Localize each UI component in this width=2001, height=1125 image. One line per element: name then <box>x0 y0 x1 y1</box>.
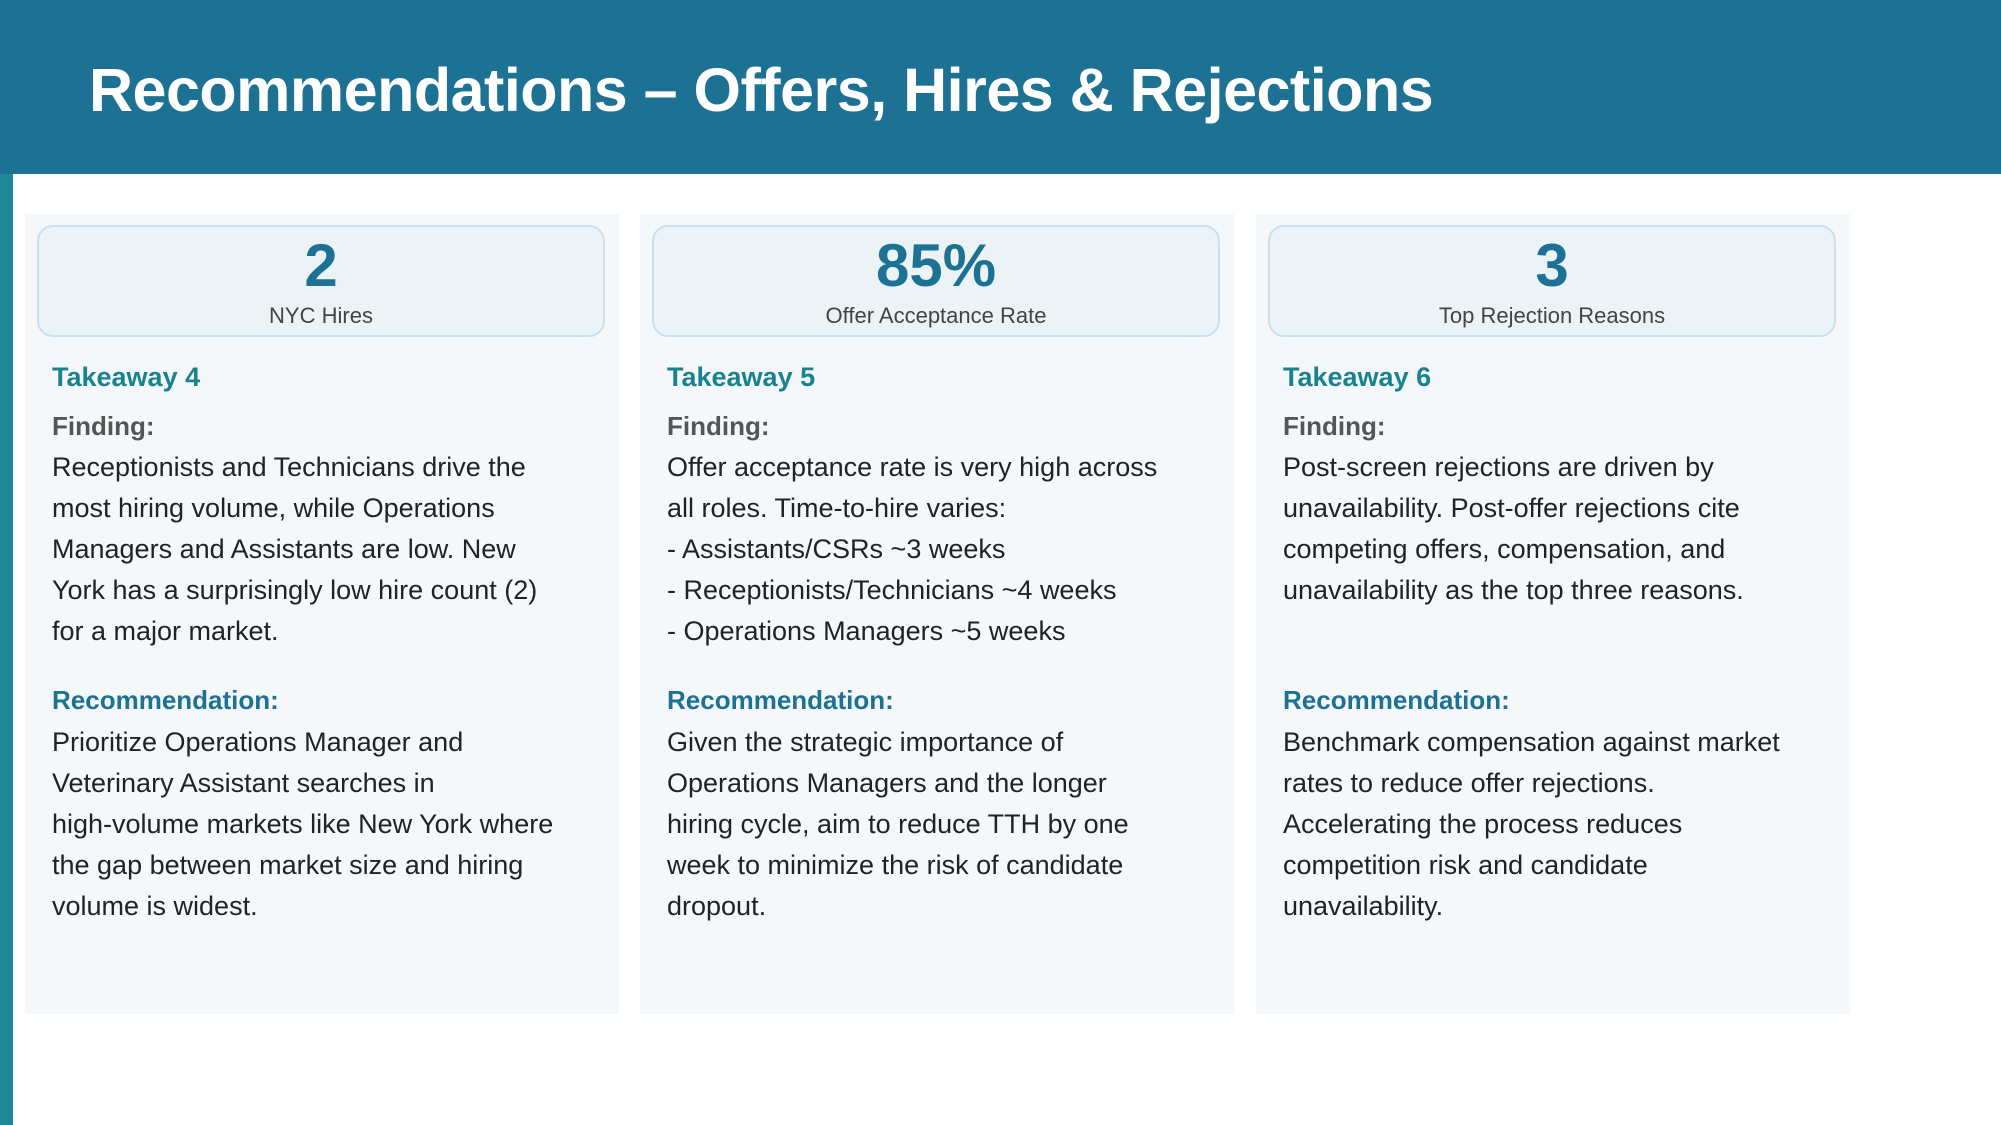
slide-title: Recommendations – Offers, Hires & Reject… <box>89 56 1434 124</box>
recommendation-text: Prioritize Operations Manager and Veteri… <box>52 727 554 921</box>
finding-label: Finding: <box>52 411 155 441</box>
stat-label: Top Rejection Reasons <box>1438 303 1666 328</box>
finding-text: Post-screen rejections are driven by una… <box>1283 452 1744 605</box>
slide-header: Recommendations – Offers, Hires & Reject… <box>0 0 2001 174</box>
finding-label: Finding: <box>1283 411 1386 441</box>
stat-value: 2 <box>304 232 338 299</box>
takeaway-card-6: 3 Top Rejection Reasons Takeaway 6 Findi… <box>1256 214 1850 1014</box>
recommendation-label: Recommendation: <box>52 685 279 715</box>
stat-box: 85% Offer Acceptance Rate <box>652 225 1220 337</box>
finding-text: Receptionists and Technicians drive the … <box>52 452 538 646</box>
recommendation-text: Benchmark compensation against market ra… <box>1283 727 1780 921</box>
stat-box: 3 Top Rejection Reasons <box>1268 225 1836 337</box>
stat-value: 3 <box>1535 232 1569 299</box>
stat-label: NYC Hires <box>269 303 373 328</box>
takeaway-heading: Takeaway 5 <box>667 362 816 392</box>
takeaway-card-4: 2 NYC Hires Takeaway 4 Finding: Receptio… <box>25 214 619 1014</box>
finding-label: Finding: <box>667 411 770 441</box>
takeaway-heading: Takeaway 4 <box>52 362 201 392</box>
recommendation-label: Recommendation: <box>1283 685 1510 715</box>
recommendation-label: Recommendation: <box>667 685 894 715</box>
stat-value: 85% <box>875 232 997 299</box>
left-accent-bar <box>0 0 13 1125</box>
stat-label: Offer Acceptance Rate <box>825 303 1047 328</box>
finding-text: Offer acceptance rate is very high acros… <box>667 452 1158 646</box>
takeaway-card-5: 85% Offer Acceptance Rate Takeaway 5 Fin… <box>640 214 1234 1014</box>
takeaway-heading: Takeaway 6 <box>1283 362 1432 392</box>
recommendation-text: Given the strategic importance of Operat… <box>667 727 1129 921</box>
stat-box: 2 NYC Hires <box>37 225 605 337</box>
